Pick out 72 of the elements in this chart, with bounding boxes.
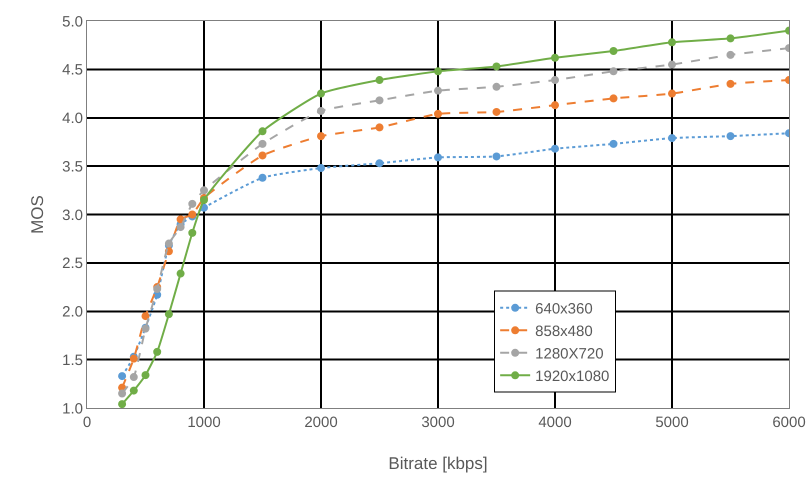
- y-tick-label: 1.0: [62, 400, 83, 418]
- point: [610, 94, 618, 102]
- y-tick-label: 2.0: [62, 304, 83, 320]
- point: [434, 86, 442, 95]
- point: [317, 106, 325, 115]
- point: [317, 164, 325, 172]
- point: [492, 152, 500, 160]
- point: [668, 38, 676, 46]
- y-tick-label: 1.5: [62, 352, 83, 369]
- x-tick-label: 5000: [655, 414, 689, 431]
- point: [726, 50, 734, 59]
- point: [164, 310, 173, 318]
- point: [188, 228, 196, 237]
- point: [130, 386, 138, 395]
- point: [434, 110, 442, 118]
- point: [668, 90, 676, 98]
- point: [726, 34, 734, 42]
- point: [258, 140, 266, 148]
- x-tick-label: 6000: [772, 414, 806, 431]
- legend-label: 640x360: [535, 300, 593, 318]
- point: [118, 400, 126, 408]
- y-tick-label: 4.0: [62, 110, 83, 127]
- y-tick-label: 2.5: [62, 255, 83, 272]
- point: [118, 372, 126, 380]
- y-axis-title: MOS: [28, 195, 47, 234]
- point: [258, 151, 266, 160]
- x-tick-label: 1000: [187, 414, 221, 431]
- point: [258, 127, 266, 136]
- y-tick-label: 3.0: [62, 206, 83, 224]
- point: [492, 62, 500, 70]
- point: [551, 76, 559, 84]
- point: [188, 200, 196, 208]
- point: [317, 132, 325, 140]
- point: [176, 270, 185, 278]
- point: [118, 389, 126, 398]
- legend-label: 858x480: [535, 323, 593, 340]
- legend-label: 1920x1080: [535, 368, 610, 386]
- point: [317, 90, 325, 98]
- point: [142, 371, 150, 380]
- point: [142, 312, 150, 320]
- point: [726, 80, 734, 88]
- point: [200, 186, 208, 194]
- y-tick-label: 4.5: [62, 62, 83, 79]
- point: [258, 174, 266, 182]
- point: [551, 54, 559, 62]
- x-tick-label: 0: [82, 414, 92, 431]
- point: [551, 144, 559, 153]
- point: [434, 153, 442, 162]
- point: [130, 373, 138, 382]
- point: [153, 348, 162, 356]
- y-tick-label: 5.0: [62, 13, 83, 30]
- point: [668, 134, 676, 142]
- legend-label: 1280X720: [535, 346, 604, 363]
- point: [610, 46, 618, 55]
- point: [376, 123, 384, 132]
- point: [551, 101, 559, 110]
- point: [376, 96, 384, 104]
- point: [610, 67, 618, 76]
- point: [434, 67, 442, 76]
- point: [726, 132, 734, 140]
- point: [376, 159, 384, 168]
- x-tick-label: 3000: [421, 414, 455, 431]
- point: [376, 76, 384, 84]
- point: [668, 60, 676, 69]
- x-tick-label: 4000: [538, 414, 572, 431]
- point: [492, 108, 500, 116]
- point: [176, 223, 185, 232]
- x-axis-title: Bitrate [kbps]: [388, 454, 488, 473]
- point: [492, 82, 500, 91]
- point: [610, 140, 618, 148]
- y-tick-label: 3.5: [62, 158, 83, 176]
- x-tick-label: 2000: [304, 414, 338, 431]
